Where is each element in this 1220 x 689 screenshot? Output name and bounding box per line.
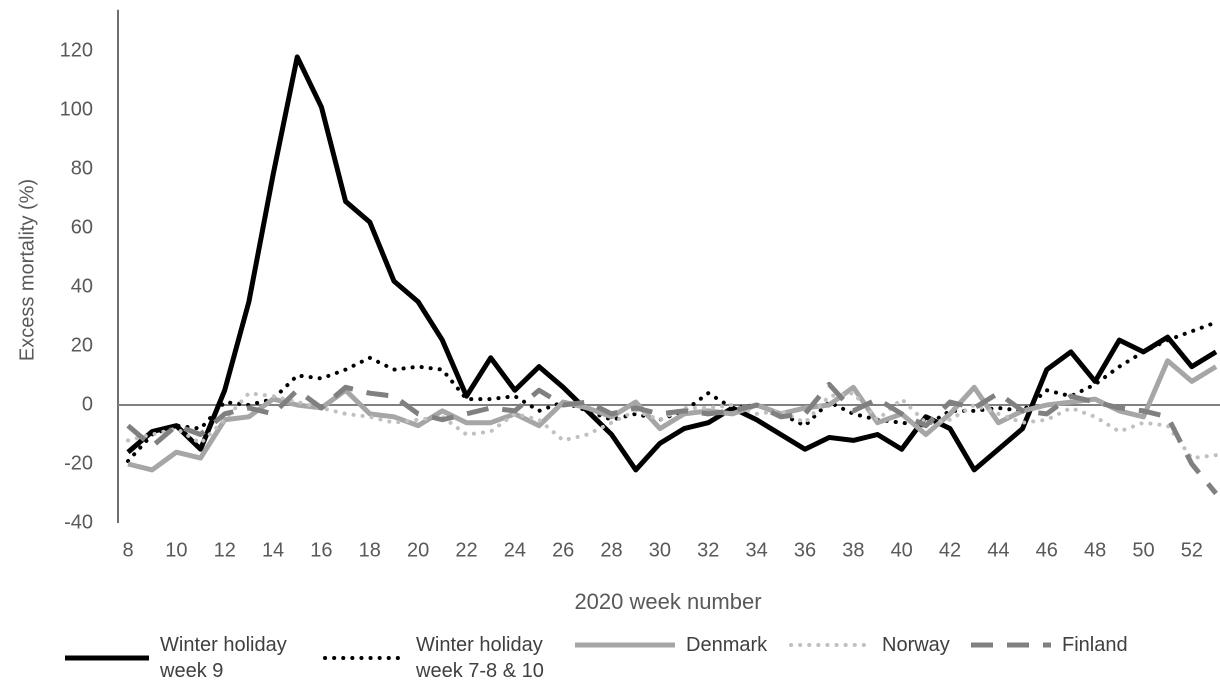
y-tick-label: 120 bbox=[60, 39, 93, 61]
y-tick-label: 80 bbox=[71, 157, 93, 179]
legend-swatch bbox=[65, 655, 149, 661]
y-tick-label: 20 bbox=[71, 334, 93, 356]
legend-item: Denmark bbox=[572, 632, 776, 658]
y-tick-label: -40 bbox=[64, 511, 93, 533]
series-line bbox=[126, 381, 1218, 496]
legend-item: Winter holiday week 9 bbox=[62, 632, 320, 684]
x-tick-label: 22 bbox=[455, 539, 477, 561]
x-tick-label: 36 bbox=[794, 539, 816, 561]
y-tick-label: 100 bbox=[60, 98, 93, 120]
legend-swatch bbox=[971, 642, 1051, 648]
x-tick-label: 46 bbox=[1036, 539, 1058, 561]
x-tick-label: 16 bbox=[310, 539, 332, 561]
x-tick-label: 40 bbox=[891, 539, 913, 561]
x-tick-label: 28 bbox=[600, 539, 622, 561]
x-tick-label: 14 bbox=[262, 539, 284, 561]
legend-item: Finland bbox=[968, 632, 1152, 658]
x-tick-label: 10 bbox=[165, 539, 187, 561]
legend-label: Norway bbox=[882, 634, 950, 656]
x-tick-label: 26 bbox=[552, 539, 574, 561]
y-tick-label: -20 bbox=[64, 452, 93, 474]
x-tick-label: 8 bbox=[122, 539, 133, 561]
x-tick-label: 38 bbox=[842, 539, 864, 561]
x-axis-label: 2020 week number bbox=[574, 589, 761, 614]
x-tick-label: 24 bbox=[504, 539, 526, 561]
x-tick-label: 12 bbox=[214, 539, 236, 561]
chart: Excess mortality (%) 2020 week number -4… bbox=[16, 9, 1220, 614]
x-tick-label: 18 bbox=[359, 539, 381, 561]
legend-item: Norway bbox=[788, 632, 972, 658]
legend-swatch bbox=[789, 643, 873, 647]
series-line bbox=[127, 358, 1218, 473]
x-tick-label: 52 bbox=[1181, 539, 1203, 561]
x-tick-label: 30 bbox=[649, 539, 671, 561]
x-tick-label: 42 bbox=[939, 539, 961, 561]
series-line bbox=[126, 320, 1218, 464]
x-tick-label: 48 bbox=[1084, 539, 1106, 561]
x-tick-label: 20 bbox=[407, 539, 429, 561]
x-tick-label: 50 bbox=[1132, 539, 1154, 561]
y-axis-label: Excess mortality (%) bbox=[16, 179, 38, 361]
x-tick-label: 32 bbox=[697, 539, 719, 561]
legend-label: Winter holiday week 9 bbox=[160, 634, 287, 682]
legend-swatch bbox=[575, 642, 675, 648]
legend-label: Finland bbox=[1062, 634, 1128, 656]
legend-item: Winter holiday week 7-8 & 10 bbox=[322, 632, 576, 684]
legend-swatch bbox=[323, 656, 407, 660]
y-tick-label: 40 bbox=[71, 275, 93, 297]
series-line bbox=[126, 391, 1218, 461]
series-line bbox=[126, 54, 1218, 473]
legend-label: Winter holiday week 7-8 & 10 bbox=[416, 634, 544, 682]
legend-label: Denmark bbox=[686, 634, 768, 656]
y-tick-label: 60 bbox=[71, 216, 93, 238]
x-tick-label: 34 bbox=[745, 539, 767, 561]
x-tick-label: 44 bbox=[987, 539, 1009, 561]
y-tick-label: 0 bbox=[82, 393, 93, 415]
